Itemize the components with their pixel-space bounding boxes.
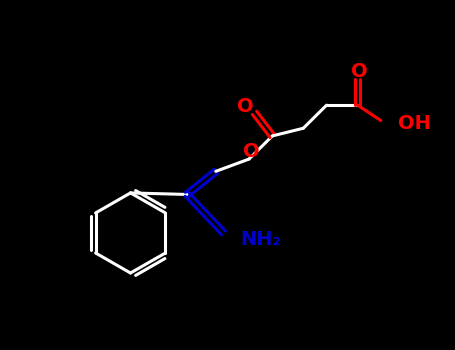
Text: O: O — [237, 97, 253, 116]
Text: O: O — [351, 62, 368, 81]
Text: O: O — [243, 142, 260, 161]
Text: NH₂: NH₂ — [241, 230, 282, 248]
Text: OH: OH — [398, 114, 431, 133]
